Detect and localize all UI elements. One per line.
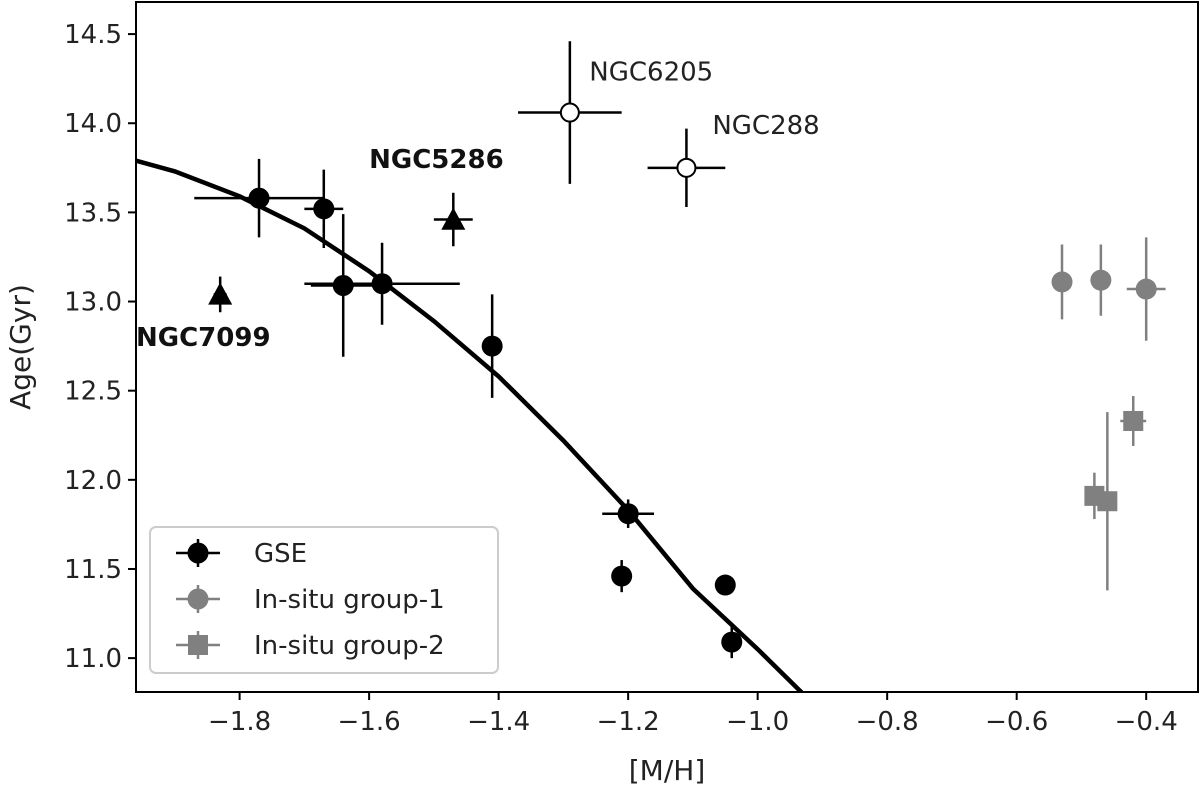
y-tick-label: 11.0 (64, 644, 122, 674)
y-axis-label: Age(Gyr) (4, 284, 37, 410)
data-point (1123, 410, 1144, 431)
data-point (1090, 269, 1112, 291)
x-tick-label: −0.8 (856, 707, 919, 737)
data-point (611, 565, 633, 587)
legend-label: In-situ group-2 (254, 631, 445, 661)
data-point (714, 574, 736, 596)
axes: −1.8 −1.6 −1.4 −1.2 −1.0 −0.8 −0.6 −0.4 11.0 11.5… (4, 1, 1199, 786)
series-gse-highlighted- (208, 192, 473, 313)
y-tick-label: 13.5 (64, 198, 122, 228)
legend-box (149, 526, 499, 674)
data-point (676, 157, 697, 178)
legend-item: In-situ group-2 (176, 631, 445, 661)
data-point (441, 207, 466, 230)
y-tick-label: 13.0 (64, 288, 122, 318)
data-point (481, 335, 503, 357)
legend: GSE In-situ group-1 In-situ group-2 (149, 526, 499, 674)
annotation-label: NGC288 (712, 111, 819, 141)
data-point (559, 102, 580, 123)
x-tick-label: −0.6 (985, 707, 1048, 737)
annotation-label: NGC5286 (369, 145, 504, 175)
data-point (1051, 271, 1073, 293)
x-tick-label: −1.0 (726, 707, 789, 737)
legend-marker (187, 542, 209, 564)
y-tick-label: 12.0 (64, 466, 122, 496)
data-point (721, 631, 743, 653)
legend-marker (188, 635, 208, 655)
data-point (371, 273, 393, 295)
x-tick-label: −1.2 (597, 707, 660, 737)
y-tick-label: 14.5 (64, 20, 122, 50)
x-tick-label: −1.8 (208, 707, 271, 737)
x-axis-label: [M/H] (629, 754, 706, 786)
fit-curve (136, 158, 805, 692)
series-gse (194, 158, 743, 659)
legend-marker (187, 588, 209, 610)
x-tick-label: −1.4 (467, 707, 530, 737)
legend-item: GSE (176, 539, 307, 569)
data-point (208, 282, 233, 305)
annotation-label: NGC6205 (589, 57, 713, 87)
series-gse-open- (518, 41, 726, 208)
series-in-situ-group-2 (1084, 396, 1147, 591)
data-point (248, 187, 270, 209)
legend-label: In-situ group-1 (254, 585, 445, 615)
y-tick-label: 14.0 (64, 109, 122, 139)
annotation-label: NGC7099 (136, 323, 271, 353)
plot-area: NGC6205 NGC288 NGC5286 NGC7099 (136, 41, 1166, 692)
data-point (617, 503, 639, 525)
y-tick-label: 12.5 (64, 377, 122, 407)
data-point (313, 198, 335, 220)
legend-item: In-situ group-1 (176, 585, 445, 615)
data-point (332, 274, 354, 296)
series-in-situ-group-1 (1051, 237, 1166, 341)
legend-label: GSE (254, 539, 307, 569)
axes-frame (135, 1, 1199, 693)
y-tick-label: 11.5 (64, 555, 122, 585)
data-point (1135, 278, 1157, 300)
data-point (1097, 491, 1118, 512)
x-tick-label: −0.4 (1115, 707, 1178, 737)
x-tick-label: −1.6 (338, 707, 401, 737)
